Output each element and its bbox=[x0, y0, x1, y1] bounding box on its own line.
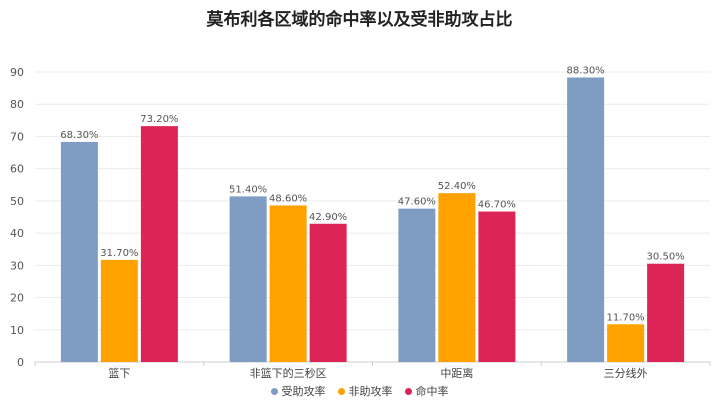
legend-swatch-icon bbox=[404, 387, 412, 395]
legend-item[interactable]: 受助攻率 bbox=[270, 383, 326, 399]
data-label: 73.20% bbox=[140, 114, 178, 125]
y-tick-label: 70 bbox=[10, 130, 24, 143]
y-tick-label: 10 bbox=[10, 324, 24, 337]
bar bbox=[140, 126, 178, 362]
data-label: 51.40% bbox=[229, 184, 267, 195]
data-label: 42.90% bbox=[309, 212, 347, 223]
y-tick-label: 20 bbox=[10, 292, 24, 305]
data-label: 68.30% bbox=[60, 130, 98, 141]
data-label: 88.30% bbox=[567, 65, 605, 76]
y-tick-label: 50 bbox=[10, 195, 24, 208]
y-tick-label: 30 bbox=[10, 259, 24, 272]
data-label: 30.50% bbox=[647, 252, 685, 263]
bar bbox=[309, 223, 347, 362]
chart-title: 莫布利各区域的命中率以及受非助攻占比 bbox=[206, 10, 513, 30]
bar bbox=[60, 141, 98, 362]
chart-legend: 受助攻率 非助攻率 命中率 bbox=[0, 383, 719, 399]
bar bbox=[398, 208, 436, 362]
bar bbox=[269, 205, 307, 362]
y-tick-label: 0 bbox=[17, 356, 24, 369]
x-category-label: 中距离 bbox=[440, 366, 473, 380]
bar bbox=[229, 196, 267, 362]
bar bbox=[478, 211, 516, 362]
bar bbox=[438, 193, 476, 362]
bar bbox=[100, 259, 138, 362]
legend-swatch-icon bbox=[270, 387, 278, 395]
data-label: 46.70% bbox=[478, 200, 516, 211]
x-category-label: 三分线外 bbox=[604, 366, 648, 380]
legend-swatch-icon bbox=[337, 387, 345, 395]
y-tick-label: 80 bbox=[10, 98, 24, 111]
legend-label: 受助攻率 bbox=[281, 385, 326, 398]
bar bbox=[647, 263, 685, 362]
bar bbox=[567, 77, 605, 362]
data-label: 47.60% bbox=[398, 197, 436, 208]
data-label: 52.40% bbox=[438, 181, 476, 192]
y-tick-label: 60 bbox=[10, 163, 24, 176]
data-label: 48.60% bbox=[269, 193, 307, 204]
legend-label: 非助攻率 bbox=[348, 385, 393, 398]
x-category-label: 篮下 bbox=[108, 366, 130, 380]
y-tick-label: 40 bbox=[10, 227, 24, 240]
data-label: 11.70% bbox=[607, 312, 645, 323]
legend-item[interactable]: 命中率 bbox=[404, 383, 449, 399]
y-tick-label: 90 bbox=[10, 66, 24, 79]
legend-item[interactable]: 非助攻率 bbox=[337, 383, 393, 399]
x-category-label: 非篮下的三秒区 bbox=[250, 366, 327, 380]
legend-label: 命中率 bbox=[415, 385, 449, 398]
bar bbox=[607, 324, 645, 362]
data-label: 31.70% bbox=[100, 248, 138, 259]
